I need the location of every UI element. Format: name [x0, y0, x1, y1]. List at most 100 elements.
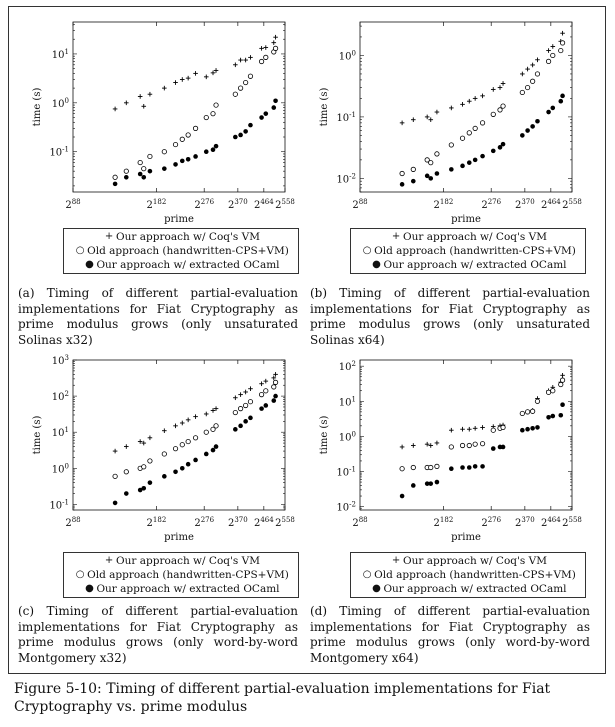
data-point-plus: [525, 66, 530, 72]
x-tick-label: 2558: [275, 198, 295, 211]
x-tick-label: 288: [352, 198, 367, 211]
data-point-dot: [173, 469, 178, 475]
data-point-plus: [460, 426, 465, 432]
series-plus: [399, 30, 565, 126]
y-tick-label: 101: [52, 48, 69, 61]
data-point-dot: [520, 133, 525, 138]
legend-label: Our approach w/ Coq's VM: [403, 231, 547, 243]
data-point-plus: [530, 62, 535, 68]
data-point-plus: [243, 57, 248, 63]
data-point-plus: [449, 105, 454, 111]
data-point-circle: [258, 392, 265, 398]
data-point-dot: [535, 118, 540, 124]
data-point-circle: [534, 71, 541, 77]
data-point-circle: [179, 136, 185, 142]
x-tick-label: 2182: [147, 516, 167, 529]
data-point-plus: [273, 372, 278, 377]
data-point-dot: [500, 141, 506, 147]
data-point-circle: [258, 58, 265, 65]
y-tick-label: 100: [52, 97, 69, 110]
legend-label: Our approach w/ Coq's VM: [116, 231, 260, 243]
data-point-dot: [525, 426, 530, 432]
data-point-circle: [179, 442, 185, 448]
data-point-circle: [161, 451, 167, 457]
legend-entry: ● Our approach w/ extracted OCaml: [68, 582, 294, 596]
data-point-dot: [141, 174, 147, 180]
data-point-dot: [520, 427, 525, 433]
data-point-plus: [141, 103, 147, 109]
data-point-circle: [490, 427, 496, 433]
data-point-plus: [173, 423, 178, 429]
legend-marker: ●: [372, 583, 381, 594]
data-point-dot: [410, 178, 416, 184]
data-point-dot: [271, 105, 277, 110]
data-point-circle: [500, 103, 506, 109]
data-point-dot: [243, 129, 248, 134]
y-tick-label: 101: [52, 426, 69, 439]
legend-marker: +: [104, 555, 114, 566]
data-point-dot: [560, 402, 565, 407]
data-point-plus: [238, 57, 243, 63]
x-tick-label: 2182: [434, 516, 454, 529]
x-axis-label: prime: [164, 532, 194, 543]
data-point-dot: [449, 466, 454, 472]
data-point-plus: [466, 426, 472, 432]
legend-label: Old approach (handwritten-CPS+VM): [87, 569, 289, 581]
data-point-circle: [112, 174, 118, 180]
data-point-plus: [137, 94, 143, 99]
data-point-plus: [480, 425, 485, 430]
y-tick-label: 100: [339, 430, 356, 443]
x-tick-label: 2370: [228, 516, 248, 529]
x-tick-label: 2276: [194, 198, 214, 211]
legend-marker: +: [391, 231, 401, 242]
data-point-dot: [179, 466, 185, 471]
data-point-plus: [179, 77, 185, 82]
data-point-dot: [185, 461, 191, 467]
x-tick-label: 2276: [481, 516, 501, 529]
data-point-dot: [530, 124, 535, 129]
data-point-plus: [203, 74, 209, 80]
data-point-plus: [560, 30, 565, 36]
plot-area: [359, 21, 573, 193]
data-point-circle: [525, 409, 531, 415]
data-point-circle: [213, 423, 219, 429]
chart-panel-a: 288 2182 2276 2370 2464 2558 10-1 100 101 prime ti…: [18, 14, 308, 347]
data-point-dot: [558, 98, 564, 104]
legend-label: Our approach w/ extracted OCaml: [383, 583, 567, 595]
y-tick-label: 100: [52, 462, 69, 475]
data-point-circle: [203, 429, 209, 435]
x-tick-label: 2182: [434, 198, 454, 211]
data-point-dot: [248, 415, 253, 421]
legend-label: Old approach (handwritten-CPS+VM): [374, 569, 576, 581]
data-point-circle: [203, 114, 209, 121]
x-tick-label: 2558: [562, 516, 582, 529]
data-point-dot: [273, 393, 278, 399]
data-point-circle: [472, 441, 478, 447]
data-point-plus: [248, 386, 253, 392]
data-point-circle: [263, 388, 269, 394]
data-point-circle: [410, 166, 416, 172]
x-tick-label: 2464: [541, 516, 561, 529]
data-point-circle: [210, 111, 216, 117]
data-point-plus: [550, 44, 556, 49]
data-point-dot: [112, 500, 118, 506]
data-point-dot: [193, 154, 198, 159]
legend-label: Our approach w/ Coq's VM: [403, 555, 547, 567]
data-point-circle: [123, 469, 129, 475]
legend-entry: ○ Old approach (handwritten-CPS+VM): [355, 244, 581, 258]
x-tick-label: 2370: [515, 516, 535, 529]
data-point-plus: [193, 71, 198, 76]
y-tick-label: 102: [339, 360, 356, 373]
legend-marker: +: [391, 555, 401, 566]
y-axis-label: time (s): [32, 88, 43, 127]
plot-area: [72, 359, 286, 511]
y-tick-label: 10-2: [336, 501, 356, 514]
data-point-dot: [460, 163, 465, 169]
legend-entry: ○ Old approach (handwritten-CPS+VM): [68, 244, 294, 258]
legend-entry: + Our approach w/ Coq's VM: [68, 230, 294, 244]
data-point-circle: [238, 406, 244, 412]
data-point-dot: [213, 444, 219, 449]
data-point-circle: [466, 442, 472, 449]
data-point-dot: [530, 426, 535, 431]
data-point-dot: [550, 105, 556, 111]
